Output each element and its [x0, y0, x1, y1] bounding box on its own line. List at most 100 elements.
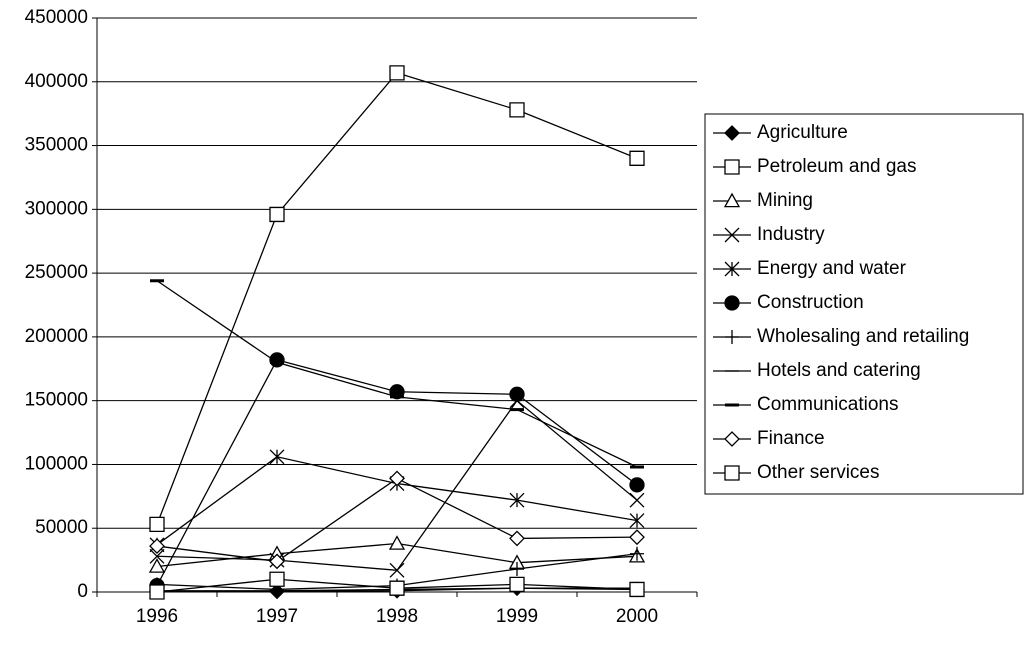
legend-label: Other services: [757, 462, 879, 483]
legend-entry: Finance: [713, 428, 825, 449]
marker: [389, 65, 405, 81]
legend-entry: Industry: [713, 224, 825, 245]
marker-shape: [388, 535, 406, 550]
marker: [629, 529, 645, 546]
marker-shape: [629, 529, 645, 546]
legend-entry: Other services: [713, 462, 879, 483]
marker: [509, 492, 525, 508]
marker-shape: [149, 584, 165, 600]
legend-entry: Mining: [713, 190, 813, 211]
y-tick-label: 100000: [25, 453, 88, 474]
marker: [630, 546, 644, 561]
series-line: [156, 456, 638, 546]
legend-box: [704, 113, 1024, 495]
legend-label: Industry: [757, 224, 825, 245]
marker: [724, 465, 740, 481]
marker-shape: [510, 562, 524, 577]
marker: [149, 538, 165, 554]
legend-label: Mining: [757, 190, 813, 211]
y-tick-label: 200000: [25, 326, 88, 347]
marker-shape: [724, 125, 740, 141]
marker: [724, 227, 740, 243]
marker: [269, 352, 285, 368]
marker: [629, 477, 645, 493]
marker-shape: [629, 150, 645, 166]
marker-shape: [724, 431, 740, 447]
marker: [629, 581, 645, 598]
y-tick-label: 250000: [25, 262, 88, 283]
marker-shape: [509, 386, 525, 402]
marker-shape: [509, 492, 525, 508]
legend-label: Petroleum and gas: [757, 156, 917, 177]
marker-shape: [149, 538, 165, 554]
marker: [724, 261, 740, 277]
marker: [724, 431, 740, 447]
x-tick-label: 1996: [136, 606, 178, 627]
marker-shape: [269, 553, 285, 570]
marker: [629, 513, 645, 529]
marker: [724, 159, 740, 175]
legend-entry: Agriculture: [713, 122, 848, 143]
marker: [269, 553, 285, 570]
marker: [723, 192, 741, 208]
marker-shape: [725, 330, 739, 344]
marker-shape: [724, 227, 740, 243]
marker-shape: [389, 470, 405, 487]
marker: [509, 102, 525, 118]
y-tick-label: 350000: [25, 135, 88, 156]
marker: [149, 548, 165, 564]
marker-shape: [148, 558, 166, 573]
marker-shape: [629, 581, 645, 598]
marker-shape: [389, 562, 405, 578]
x-tick-label: 1998: [376, 606, 418, 627]
marker: [149, 516, 165, 533]
legend-entry: Hotels and catering: [713, 360, 921, 381]
marker: [389, 384, 405, 400]
marker-shape: [389, 65, 405, 81]
marker-shape: [724, 261, 740, 277]
marker: [388, 535, 406, 550]
marker-shape: [724, 465, 740, 481]
marker-shape: [509, 102, 525, 118]
marker-shape: [509, 530, 525, 547]
marker: [509, 576, 525, 592]
y-tick-label: 50000: [35, 517, 88, 538]
marker: [629, 150, 645, 166]
legend-label: Energy and water: [757, 258, 907, 279]
y-tick-label: 400000: [25, 71, 88, 92]
marker: [510, 562, 524, 577]
series-line: [156, 72, 638, 525]
marker-shape: [509, 576, 525, 592]
marker: [149, 584, 165, 600]
legend-label: Agriculture: [757, 122, 848, 143]
marker-shape: [269, 449, 285, 465]
y-tick-label: 300000: [25, 198, 88, 219]
marker: [269, 449, 285, 465]
marker: [509, 386, 525, 402]
legend-entry: Wholesaling and retailing: [713, 326, 969, 347]
legend-label: Finance: [757, 428, 825, 449]
legend-label: Construction: [757, 292, 864, 313]
legend-entry: Energy and water: [713, 258, 907, 279]
x-tick-label: 1999: [496, 606, 538, 627]
marker: [724, 125, 740, 141]
marker-shape: [269, 206, 285, 223]
marker-shape: [149, 516, 165, 533]
marker: [629, 492, 645, 508]
marker: [269, 206, 285, 223]
marker: [725, 330, 739, 344]
marker: [724, 295, 740, 311]
legend-entry: Construction: [713, 292, 864, 313]
y-tick-label: 150000: [25, 390, 88, 411]
legend-label: Wholesaling and retailing: [757, 326, 969, 347]
marker-shape: [389, 384, 405, 400]
marker-shape: [269, 571, 285, 587]
y-tick-label: 450000: [25, 7, 88, 28]
marker-shape: [723, 192, 741, 208]
legend-entry: Petroleum and gas: [713, 156, 917, 177]
legend-label: Hotels and catering: [757, 360, 921, 381]
marker: [148, 558, 166, 573]
marker-shape: [629, 492, 645, 508]
marker: [389, 580, 405, 596]
